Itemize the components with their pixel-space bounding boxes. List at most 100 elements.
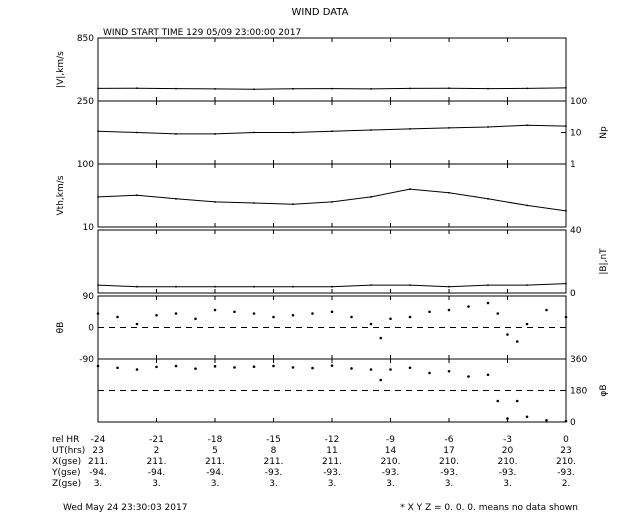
x-row-value: 3. [269, 479, 278, 489]
x-row-value: -94. [148, 468, 166, 478]
y-axis-label: |B|,nT [599, 248, 609, 275]
data-point [116, 366, 119, 370]
x-row-value: 210. [380, 457, 400, 467]
data-point [526, 204, 528, 207]
data-point [428, 371, 431, 375]
data-point [97, 130, 99, 133]
data-point [214, 88, 216, 90]
panel-thetaB: 90 0 -90 θB [56, 292, 568, 365]
data-point [545, 418, 548, 422]
x-row-value: -93. [382, 468, 400, 478]
data-point [545, 308, 548, 312]
data-point [506, 417, 509, 420]
data-point [350, 367, 353, 370]
data-point [506, 333, 509, 336]
data-point [253, 88, 255, 91]
data-point [486, 373, 490, 377]
data-point [408, 366, 412, 370]
data-point [428, 310, 431, 314]
x-row-value: -15 [266, 435, 281, 445]
data-point [155, 365, 158, 369]
y-tick-label: 90 [83, 292, 95, 302]
x-row-value: -93. [499, 468, 517, 478]
data-point [194, 317, 197, 321]
x-row-value: 210. [439, 457, 459, 467]
data-point [409, 128, 411, 130]
data-point [370, 88, 372, 90]
data-point [448, 126, 450, 129]
x-row-value: 5 [212, 446, 218, 456]
panel-thermal: 100 10 Vth,km/s [56, 160, 567, 233]
data-point [135, 322, 139, 326]
data-point [175, 285, 177, 288]
data-point [233, 310, 236, 314]
panel-frame [97, 37, 567, 102]
x-row-value: 20 [502, 446, 514, 456]
data-point [350, 315, 353, 319]
data-point [155, 313, 158, 317]
panel-field: 40 0 |B|,nT [97, 226, 609, 299]
data-point [213, 308, 217, 312]
x-row-value: 11 [326, 446, 337, 456]
data-point [565, 282, 567, 285]
y-axis-label: θB [56, 322, 66, 334]
x-row-value: 3. [503, 479, 512, 489]
footer-timestamp: Wed May 24 23:30:03 2017 [63, 503, 187, 512]
data-point [253, 285, 255, 288]
data-point [565, 86, 567, 89]
data-point [447, 308, 451, 312]
data-point [467, 375, 470, 378]
x-row-label: Y(gse) [51, 468, 80, 478]
x-row-value: 3. [445, 479, 454, 489]
data-point [409, 188, 411, 190]
x-row-value: 2 [154, 446, 160, 456]
y-tick-label: 250 [77, 97, 94, 107]
data-point [136, 87, 138, 90]
data-point [330, 310, 334, 314]
panel-frame [97, 229, 567, 294]
y-tick-label: 180 [570, 387, 587, 397]
data-point [292, 285, 294, 288]
y-axis-label: Np [599, 126, 609, 139]
data-point [233, 366, 236, 369]
data-point [97, 87, 99, 90]
data-point [369, 368, 373, 371]
data-point [496, 312, 500, 315]
x-row-value: 3. [386, 479, 395, 489]
data-point [565, 210, 567, 212]
data-point [409, 87, 411, 90]
y-tick-label: 100 [77, 160, 94, 170]
data-point [252, 365, 256, 369]
data-point [409, 284, 411, 287]
data-point [136, 194, 138, 197]
data-point [487, 87, 489, 90]
data-point [448, 191, 450, 194]
x-row-label: Z(gse) [52, 479, 81, 489]
data-point [515, 399, 519, 403]
data-point [292, 87, 294, 90]
data-point [389, 368, 392, 371]
x-row-value: -93. [440, 468, 458, 478]
series-line [97, 124, 567, 135]
x-row-value: -21 [149, 435, 164, 445]
x-row-value: 8 [271, 446, 277, 456]
data-point [486, 301, 490, 305]
x-row-value: 211. [205, 457, 225, 467]
data-point [370, 129, 372, 131]
x-row-value: 210. [556, 457, 576, 467]
data-point [370, 196, 372, 198]
data-point [135, 368, 139, 371]
y-axis-label: Vth,km/s [56, 175, 66, 215]
data-point [379, 378, 383, 382]
data-point [214, 133, 216, 135]
x-row-value: -3 [503, 435, 512, 445]
data-point [448, 87, 450, 90]
data-point [496, 399, 500, 403]
footer-note: * X Y Z = 0. 0. 0. means no data shown [400, 503, 578, 512]
data-point [292, 131, 294, 134]
x-row-value: -12 [325, 435, 340, 445]
data-point [253, 202, 255, 204]
x-row-label: X(gse) [52, 457, 81, 467]
y-tick-label: 1 [570, 160, 576, 170]
data-point [311, 366, 314, 370]
